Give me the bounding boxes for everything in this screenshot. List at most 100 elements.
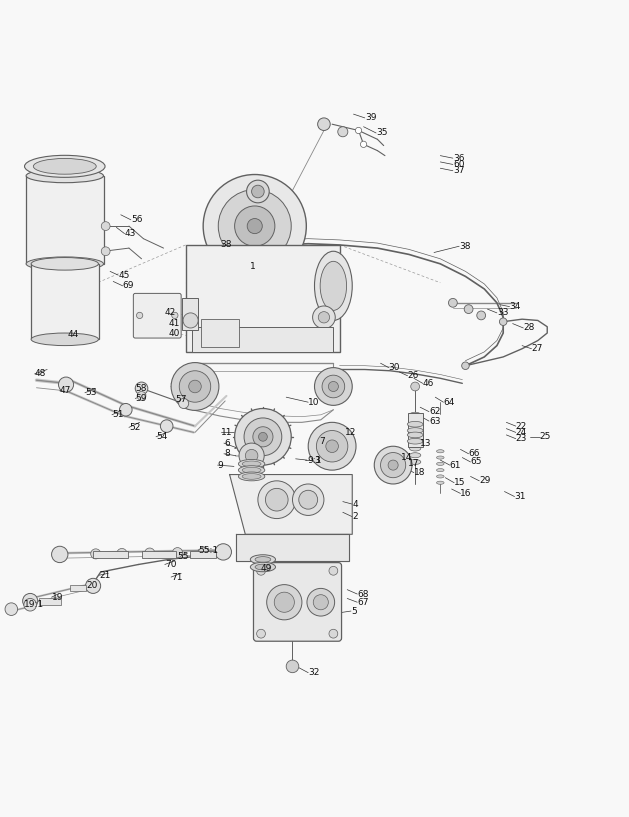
Circle shape <box>316 431 348 462</box>
Text: 30: 30 <box>389 363 400 372</box>
Text: 55:1: 55:1 <box>198 546 218 555</box>
FancyBboxPatch shape <box>133 293 181 338</box>
Ellipse shape <box>437 449 444 453</box>
Circle shape <box>307 588 335 616</box>
Circle shape <box>172 312 178 319</box>
Circle shape <box>329 629 338 638</box>
Circle shape <box>23 593 38 609</box>
Circle shape <box>135 382 148 395</box>
Ellipse shape <box>238 472 265 481</box>
Text: 40: 40 <box>169 328 180 337</box>
Bar <box>190 551 216 558</box>
Circle shape <box>203 175 306 278</box>
Ellipse shape <box>409 446 421 451</box>
Circle shape <box>338 127 348 136</box>
Circle shape <box>189 380 201 393</box>
Text: 18: 18 <box>414 468 425 477</box>
Circle shape <box>274 592 294 612</box>
Text: 15: 15 <box>454 478 465 487</box>
Text: 71: 71 <box>171 573 182 582</box>
Text: 44: 44 <box>68 330 79 339</box>
Text: 55: 55 <box>177 551 189 560</box>
Circle shape <box>117 548 127 559</box>
Ellipse shape <box>320 261 347 310</box>
Circle shape <box>265 489 288 511</box>
Text: 43: 43 <box>125 229 136 238</box>
Text: 70: 70 <box>165 560 176 569</box>
Ellipse shape <box>255 565 270 569</box>
Text: 25: 25 <box>540 432 551 441</box>
Text: 31: 31 <box>515 492 526 501</box>
Circle shape <box>292 484 324 516</box>
Circle shape <box>183 313 198 328</box>
Text: 56: 56 <box>131 216 142 225</box>
Text: 37: 37 <box>453 166 464 175</box>
Ellipse shape <box>409 440 421 444</box>
Text: 52: 52 <box>129 423 140 432</box>
Text: 39: 39 <box>365 114 376 123</box>
Circle shape <box>257 566 265 575</box>
Ellipse shape <box>409 419 421 424</box>
Circle shape <box>448 298 457 307</box>
Circle shape <box>239 443 264 468</box>
Circle shape <box>235 206 275 246</box>
Text: 64: 64 <box>443 398 455 407</box>
Circle shape <box>101 247 110 256</box>
Ellipse shape <box>238 466 265 475</box>
Circle shape <box>145 548 155 558</box>
Ellipse shape <box>408 422 423 427</box>
Text: 1: 1 <box>250 262 256 271</box>
Ellipse shape <box>250 562 276 572</box>
Ellipse shape <box>238 459 265 468</box>
Ellipse shape <box>437 456 444 459</box>
Ellipse shape <box>31 333 98 346</box>
Text: 49: 49 <box>261 565 272 574</box>
Text: 9: 9 <box>218 461 223 470</box>
Circle shape <box>499 318 507 325</box>
Text: 36: 36 <box>453 154 464 163</box>
Circle shape <box>328 382 338 391</box>
Text: 22: 22 <box>516 422 527 431</box>
Circle shape <box>326 440 338 453</box>
Circle shape <box>215 544 231 560</box>
Text: 20: 20 <box>87 582 98 591</box>
Ellipse shape <box>409 432 421 438</box>
Text: 47: 47 <box>60 386 71 395</box>
Ellipse shape <box>408 439 423 444</box>
Ellipse shape <box>250 555 276 565</box>
Ellipse shape <box>33 158 96 174</box>
Circle shape <box>101 221 110 230</box>
Circle shape <box>286 660 299 672</box>
Ellipse shape <box>242 467 261 473</box>
Ellipse shape <box>409 453 421 458</box>
Ellipse shape <box>314 252 352 320</box>
Circle shape <box>247 218 262 234</box>
FancyBboxPatch shape <box>253 563 342 641</box>
Text: 19: 19 <box>52 592 63 601</box>
Text: 45: 45 <box>118 270 130 279</box>
Text: 57: 57 <box>175 395 186 404</box>
Circle shape <box>388 460 398 470</box>
Bar <box>93 551 128 558</box>
Text: 54: 54 <box>156 432 167 441</box>
Ellipse shape <box>409 413 421 417</box>
Circle shape <box>58 377 74 392</box>
Text: 23: 23 <box>516 434 527 443</box>
Circle shape <box>172 547 182 558</box>
Circle shape <box>313 595 328 609</box>
Circle shape <box>477 311 486 319</box>
Text: 13: 13 <box>420 439 431 448</box>
Circle shape <box>91 549 101 559</box>
Ellipse shape <box>409 459 421 465</box>
Text: 65: 65 <box>470 458 482 467</box>
Text: 66: 66 <box>469 449 480 458</box>
Circle shape <box>258 481 296 519</box>
Circle shape <box>308 422 356 470</box>
Text: 7: 7 <box>320 437 325 446</box>
Circle shape <box>247 181 269 203</box>
Text: 46: 46 <box>423 379 434 388</box>
Circle shape <box>86 578 101 593</box>
Ellipse shape <box>25 155 105 177</box>
Text: 11: 11 <box>221 428 233 437</box>
Circle shape <box>120 404 132 416</box>
